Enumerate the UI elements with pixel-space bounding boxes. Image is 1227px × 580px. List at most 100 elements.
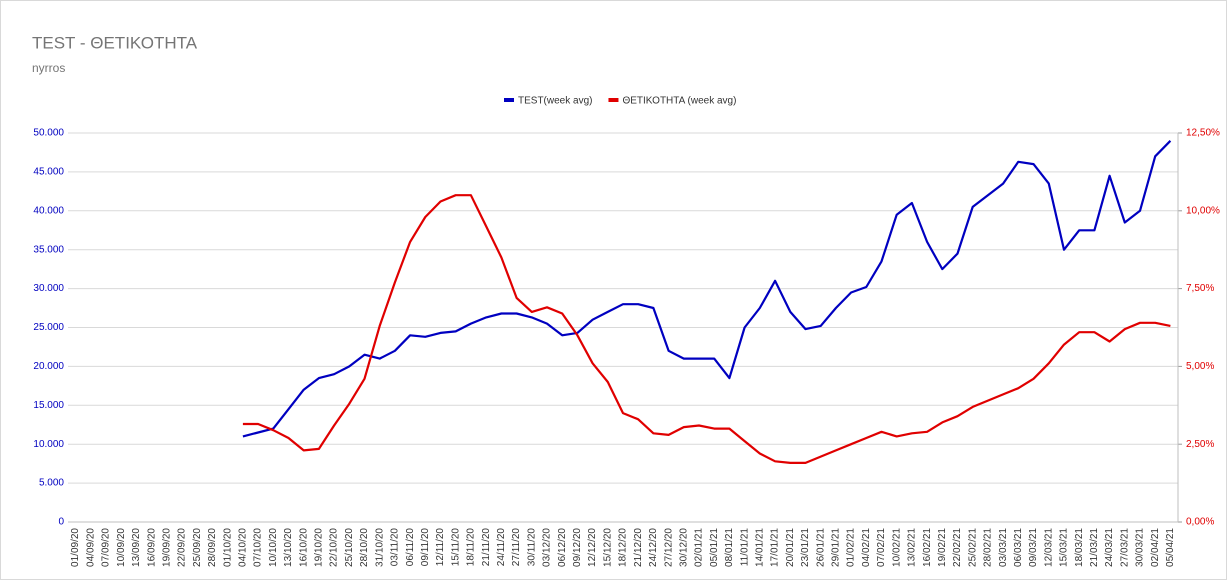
- x-tick-label: 28/02/21: [983, 528, 994, 567]
- x-tick-label: 02/01/21: [694, 528, 705, 567]
- legend-label: ΘΕΤΙΚΟΤΗΤΑ (week avg): [622, 96, 736, 107]
- x-tick-label: 03/11/20: [390, 528, 401, 567]
- x-tick-label: 05/01/21: [709, 528, 720, 567]
- y2-tick-label: 5,00%: [1186, 361, 1214, 372]
- y-tick-label: 30.000: [33, 283, 64, 294]
- x-tick-label: 29/01/21: [831, 528, 842, 567]
- x-tick-label: 07/10/20: [253, 528, 264, 567]
- chart-subtitle: nyrros: [32, 61, 65, 75]
- x-tick-label: 10/10/20: [268, 528, 279, 567]
- x-tick-label: 25/10/20: [344, 528, 355, 567]
- y2-tick-label: 12,50%: [1186, 128, 1220, 139]
- y-tick-label: 40.000: [33, 205, 64, 216]
- x-tick-label: 22/02/21: [952, 528, 963, 567]
- x-tick-label: 21/12/20: [633, 528, 644, 567]
- y2-tick-label: 10,00%: [1186, 205, 1220, 216]
- x-tick-label: 06/12/20: [557, 528, 568, 567]
- y-tick-label: 5.000: [39, 478, 64, 489]
- x-tick-label: 09/03/21: [1028, 528, 1039, 567]
- x-tick-label: 26/01/21: [815, 528, 826, 567]
- legend-label: TEST(week avg): [518, 96, 592, 107]
- x-tick-label: 17/01/21: [770, 528, 781, 567]
- x-tick-label: 02/04/21: [1150, 528, 1161, 567]
- x-tick-label: 05/04/21: [1165, 528, 1176, 567]
- x-tick-label: 25/09/20: [192, 528, 203, 567]
- x-tick-label: 09/12/20: [572, 528, 583, 567]
- x-tick-label: 13/10/20: [283, 528, 294, 567]
- x-tick-label: 19/02/21: [937, 528, 948, 567]
- x-tick-label: 21/03/21: [1089, 528, 1100, 567]
- x-tick-label: 28/09/20: [207, 528, 218, 567]
- x-tick-label: 15/03/21: [1059, 528, 1070, 567]
- x-tick-label: 20/01/21: [785, 528, 796, 567]
- x-tick-label: 24/11/20: [496, 528, 507, 567]
- x-tick-label: 14/01/21: [754, 528, 765, 567]
- x-tick-label: 10/02/21: [891, 528, 902, 567]
- x-tick-label: 03/03/21: [998, 528, 1009, 567]
- x-tick-label: 22/10/20: [329, 528, 340, 567]
- y-tick-label: 50.000: [33, 128, 64, 139]
- x-tick-label: 22/09/20: [177, 528, 188, 567]
- x-tick-label: 04/09/20: [85, 528, 96, 567]
- x-tick-label: 01/02/21: [846, 528, 857, 567]
- series-line: [242, 194, 1171, 464]
- x-tick-label: 28/10/20: [359, 528, 370, 567]
- x-tick-label: 08/01/21: [724, 528, 735, 567]
- x-tick-label: 24/12/20: [648, 528, 659, 567]
- x-tick-label: 23/01/21: [800, 528, 811, 567]
- x-tick-label: 18/12/20: [618, 528, 629, 567]
- series-line: [242, 140, 1172, 438]
- x-tick-label: 13/09/20: [131, 528, 142, 567]
- x-tick-label: 15/11/20: [450, 528, 461, 567]
- y-tick-label: 25.000: [33, 322, 64, 333]
- x-tick-label: 27/03/21: [1119, 528, 1130, 567]
- x-tick-label: 07/02/21: [876, 528, 887, 567]
- x-tick-label: 04/10/20: [238, 528, 249, 567]
- x-tick-label: 18/11/20: [466, 528, 477, 567]
- x-tick-label: 16/02/21: [922, 528, 933, 567]
- x-tick-label: 12/11/20: [435, 528, 446, 567]
- x-tick-label: 21/11/20: [481, 528, 492, 567]
- x-tick-label: 01/10/20: [222, 528, 233, 567]
- x-tick-label: 27/12/20: [663, 528, 674, 567]
- x-tick-label: 13/02/21: [907, 528, 918, 567]
- chart-title: TEST - ΘΕΤΙΚΟΤΗΤΑ: [32, 33, 198, 52]
- y-tick-label: 45.000: [33, 167, 64, 178]
- x-tick-label: 19/10/20: [314, 528, 325, 567]
- y-tick-label: 0: [58, 517, 64, 528]
- legend-swatch: [608, 98, 619, 102]
- y-tick-label: 10.000: [33, 439, 64, 450]
- x-tick-label: 12/03/21: [1043, 528, 1054, 567]
- x-tick-label: 15/12/20: [602, 528, 613, 567]
- legend-swatch: [504, 98, 514, 102]
- x-tick-label: 04/02/21: [861, 528, 872, 567]
- x-tick-label: 18/03/21: [1074, 528, 1085, 567]
- y-tick-label: 35.000: [33, 244, 64, 255]
- x-tick-label: 01/09/20: [70, 528, 81, 567]
- y-tick-label: 15.000: [33, 400, 64, 411]
- x-tick-label: 31/10/20: [374, 528, 385, 567]
- x-tick-label: 24/03/21: [1104, 528, 1115, 567]
- x-tick-label: 06/03/21: [1013, 528, 1024, 567]
- x-tick-label: 09/11/20: [420, 528, 431, 567]
- x-tick-label: 30/03/21: [1135, 528, 1146, 567]
- x-tick-label: 16/10/20: [298, 528, 309, 567]
- x-tick-label: 11/01/21: [739, 528, 750, 567]
- x-tick-label: 30/12/20: [678, 528, 689, 567]
- y2-tick-label: 7,50%: [1186, 283, 1214, 294]
- x-tick-label: 07/09/20: [101, 528, 112, 567]
- x-tick-label: 16/09/20: [146, 528, 157, 567]
- y2-tick-label: 2,50%: [1186, 439, 1214, 450]
- x-tick-label: 25/02/21: [967, 528, 978, 567]
- x-tick-label: 03/12/20: [542, 528, 553, 567]
- y-tick-label: 20.000: [33, 361, 64, 372]
- x-tick-label: 27/11/20: [511, 528, 522, 567]
- x-tick-label: 19/09/20: [161, 528, 172, 567]
- y2-tick-label: 0,00%: [1186, 517, 1214, 528]
- x-tick-label: 10/09/20: [116, 528, 127, 567]
- x-tick-label: 12/12/20: [587, 528, 598, 567]
- x-tick-label: 06/11/20: [405, 528, 416, 567]
- x-tick-label: 30/11/20: [526, 528, 537, 567]
